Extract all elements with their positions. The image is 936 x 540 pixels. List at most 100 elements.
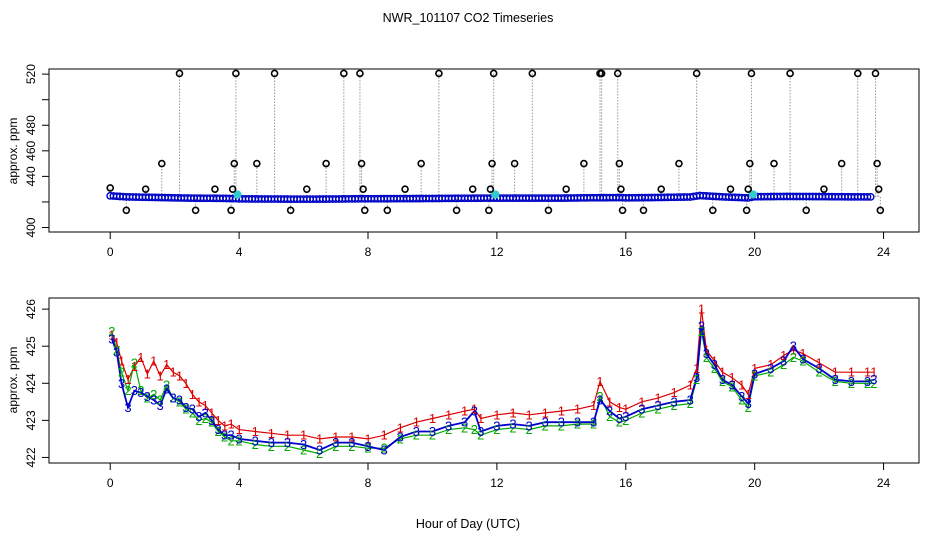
series-2-marker: 2 xyxy=(202,411,209,426)
bottom-y-tick-label: 426 xyxy=(24,299,38,319)
series-2-marker: 2 xyxy=(157,392,164,407)
spike-marker xyxy=(876,206,885,215)
series-2-marker: 2 xyxy=(745,400,752,415)
spike-marker xyxy=(286,206,295,215)
bottom-x-tick-label: 24 xyxy=(877,476,891,490)
highlight-marker xyxy=(233,190,242,199)
series-1-marker: 1 xyxy=(215,413,222,428)
series-3-marker: 3 xyxy=(221,428,228,443)
series-2-marker: 2 xyxy=(832,374,839,389)
top-x-tick-label: 8 xyxy=(365,245,372,259)
series-1-marker: 1 xyxy=(767,357,774,372)
spike-marker xyxy=(726,185,735,193)
spike-marker xyxy=(675,159,683,168)
series-1-marker: 1 xyxy=(144,367,151,382)
series-2-marker: 2 xyxy=(150,387,157,402)
series-1-marker: 1 xyxy=(693,361,700,376)
series-1-marker: 1 xyxy=(751,361,758,376)
series-2-marker: 2 xyxy=(687,396,694,411)
top-x-tick-label: 12 xyxy=(490,245,504,259)
series-3-marker: 3 xyxy=(799,352,806,367)
series-2-marker: 2 xyxy=(169,391,176,406)
series-1-marker: 1 xyxy=(284,428,291,443)
series-1-marker: 1 xyxy=(864,365,871,380)
series-1-marker: 1 xyxy=(397,420,404,435)
series-2-marker: 2 xyxy=(348,439,355,454)
spike-marker xyxy=(742,206,751,215)
series-3-marker: 3 xyxy=(227,428,234,443)
spike-marker xyxy=(357,159,366,168)
series-3-marker: 3 xyxy=(137,385,144,400)
series-2-marker: 2 xyxy=(176,394,183,409)
series-3-marker: 3 xyxy=(189,402,196,417)
series-2-marker: 2 xyxy=(445,422,452,437)
series-1-marker: 1 xyxy=(182,376,189,391)
series-2-marker: 2 xyxy=(622,413,629,428)
top-y-axis-label: approx. ppm xyxy=(6,118,20,185)
x-axis-label: Hour of Day (UTC) xyxy=(416,517,520,531)
series-2-marker: 2 xyxy=(542,418,549,433)
series-3-marker: 3 xyxy=(157,398,164,413)
series-2-marker: 2 xyxy=(137,383,144,398)
series-2-marker: 2 xyxy=(118,365,125,380)
series-3-marker: 3 xyxy=(163,381,170,396)
series-1-marker: 1 xyxy=(380,428,387,443)
series-3-marker: 3 xyxy=(719,372,726,387)
top-x-tick-label: 4 xyxy=(236,245,243,259)
series-1-line xyxy=(111,309,874,440)
series-3-marker: 3 xyxy=(316,443,323,458)
series-2-marker: 2 xyxy=(235,433,242,448)
series-1-marker: 1 xyxy=(687,378,694,393)
series-1-marker: 1 xyxy=(208,405,215,420)
series-1-marker: 1 xyxy=(252,424,259,439)
spike-marker xyxy=(191,206,200,215)
series-1-marker: 1 xyxy=(477,411,484,426)
bottom-y-axis: 422 423 424 425 426 xyxy=(24,299,49,467)
bottom-y-tick-label: 423 xyxy=(24,410,38,430)
spike-marker xyxy=(597,69,606,78)
series-1-marker: 1 xyxy=(163,357,170,372)
series-1-marker: 1 xyxy=(131,359,138,374)
top-y-tick-label: 520 xyxy=(24,64,38,84)
series-1-marker: 1 xyxy=(316,431,323,446)
spike-marker xyxy=(657,185,666,193)
series-2-marker: 2 xyxy=(208,415,215,430)
spike-marker xyxy=(227,206,235,215)
spike-marker xyxy=(708,206,717,215)
spike-marker xyxy=(485,206,493,215)
series-3-marker: 3 xyxy=(542,415,549,430)
series-3-marker: 3 xyxy=(364,439,371,454)
series-1-marker: 1 xyxy=(189,387,196,402)
series-2-marker: 2 xyxy=(364,441,371,456)
series-3-marker: 3 xyxy=(670,394,677,409)
series-2-marker: 2 xyxy=(477,428,484,443)
series-2-marker: 2 xyxy=(864,376,871,391)
series-1-marker: 1 xyxy=(268,426,275,441)
bottom-y-tick-label: 424 xyxy=(24,373,38,393)
spike-marker xyxy=(211,185,219,193)
spike-marker xyxy=(802,206,811,215)
series-1-marker: 1 xyxy=(150,354,157,369)
spike-marker xyxy=(786,69,794,78)
spike-marker xyxy=(820,185,828,193)
spike-marker xyxy=(770,159,778,168)
bottom-y-tick-label: 425 xyxy=(24,336,38,356)
top-y-tick-label: 400 xyxy=(24,217,38,237)
series-2-marker: 2 xyxy=(790,350,797,365)
series-2-marker: 2 xyxy=(606,409,613,424)
series-2-marker: 2 xyxy=(815,365,822,380)
series-2-marker: 2 xyxy=(509,420,516,435)
series-3-marker: 3 xyxy=(738,389,745,404)
series-3-marker: 3 xyxy=(215,422,222,437)
series-2-marker: 2 xyxy=(719,374,726,389)
series-3-marker: 3 xyxy=(169,391,176,406)
series-1-marker: 1 xyxy=(525,407,532,422)
bottom-x-tick-label: 16 xyxy=(619,476,633,490)
top-x-axis: 0 4 8 12 16 20 24 xyxy=(107,232,891,259)
series-2-marker: 2 xyxy=(596,389,603,404)
series-2-marker: 2 xyxy=(380,441,387,456)
series-2-marker: 2 xyxy=(693,372,700,387)
top-plot-frame xyxy=(48,68,920,233)
baseline-marker xyxy=(866,192,875,201)
